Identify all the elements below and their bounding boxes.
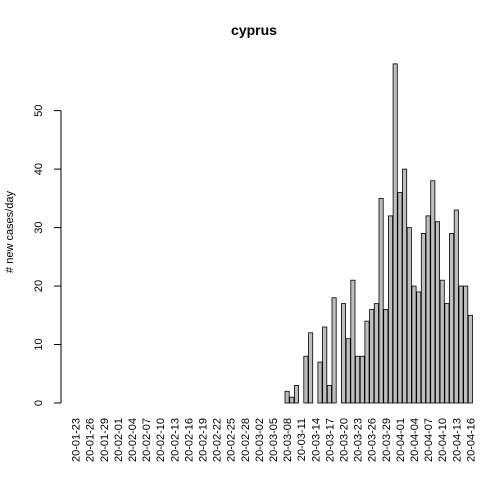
x-tick-label: 20-01-23 — [71, 418, 83, 462]
x-tick-label: 20-04-10 — [437, 418, 449, 462]
bar — [369, 309, 375, 404]
bar — [322, 326, 328, 404]
y-tick-label: 40 — [33, 163, 45, 175]
bar — [420, 233, 426, 404]
bar — [326, 385, 332, 404]
x-tick-label: 20-04-07 — [423, 418, 435, 462]
x-tick-label: 20-03-17 — [324, 418, 336, 462]
bar — [463, 285, 469, 404]
bar — [350, 279, 356, 404]
x-tick-label: 20-02-10 — [155, 418, 167, 462]
bar — [467, 314, 473, 404]
x-tick-label: 20-03-02 — [254, 418, 266, 462]
x-tick-label: 20-02-16 — [183, 418, 195, 462]
y-tick-label: 0 — [33, 400, 45, 406]
bar — [397, 192, 403, 404]
chart-title: cyprus — [231, 22, 277, 38]
bar — [425, 215, 431, 404]
bar — [359, 355, 365, 404]
bar — [406, 227, 412, 404]
bar — [416, 291, 422, 404]
bar — [317, 361, 323, 404]
x-tick-label: 20-03-26 — [367, 418, 379, 462]
x-tick-label: 20-04-13 — [451, 418, 463, 462]
bar — [449, 233, 455, 404]
bar — [402, 168, 408, 404]
y-axis: 0 10 20 30 40 50 — [33, 105, 62, 406]
x-tick-label: 20-01-29 — [99, 418, 111, 462]
bar — [373, 303, 379, 404]
bar — [331, 297, 337, 404]
x-tick-label: 20-03-20 — [339, 418, 351, 462]
bar — [458, 285, 464, 404]
bar — [303, 355, 309, 404]
x-tick-label: 20-02-22 — [212, 418, 224, 462]
y-tick-label: 30 — [33, 221, 45, 233]
x-tick-label: 20-01-26 — [85, 418, 97, 462]
bar — [284, 390, 290, 404]
x-tick-label: 20-03-05 — [268, 418, 280, 462]
bar — [411, 285, 417, 404]
bar — [345, 338, 351, 404]
bar — [378, 197, 384, 404]
x-tick-label: 20-02-13 — [169, 418, 181, 462]
bar — [293, 385, 299, 404]
x-tick-label: 20-02-01 — [113, 418, 125, 462]
bar — [387, 215, 393, 404]
x-tick-label: 20-02-28 — [240, 418, 252, 462]
x-tick-label: 20-03-29 — [381, 418, 393, 462]
x-tick-label: 20-02-25 — [226, 418, 238, 462]
bar — [355, 355, 361, 404]
bar — [439, 279, 445, 404]
x-tick-label: 20-03-23 — [353, 418, 365, 462]
bar — [430, 180, 436, 404]
y-tick-label: 10 — [33, 338, 45, 350]
bar — [289, 396, 295, 404]
bar — [383, 309, 389, 404]
x-tick-label: 20-02-07 — [141, 418, 153, 462]
x-tick-label: 20-04-01 — [395, 418, 407, 462]
y-tick-label: 20 — [33, 280, 45, 292]
x-tick-label: 20-03-08 — [282, 418, 294, 462]
bar — [364, 320, 370, 404]
x-tick-label: 20-03-11 — [296, 418, 308, 461]
x-tick-label: 20-04-16 — [465, 418, 477, 462]
x-axis: 20-01-23 20-01-26 20-01-29 20-02-01 20-02-04… — [71, 418, 478, 462]
bar — [340, 303, 346, 404]
x-tick-label: 20-02-19 — [198, 418, 210, 462]
y-axis-label: # new cases/day — [4, 191, 16, 273]
x-tick-label: 20-04-04 — [409, 418, 421, 462]
bar — [392, 63, 398, 404]
x-tick-label: 20-03-14 — [310, 418, 322, 462]
bars — [284, 63, 473, 404]
x-tick-label: 20-02-04 — [127, 418, 139, 462]
bar — [444, 303, 450, 404]
bar — [434, 221, 440, 404]
bar — [308, 332, 314, 404]
y-tick-label: 50 — [33, 105, 45, 117]
bar — [453, 209, 459, 404]
